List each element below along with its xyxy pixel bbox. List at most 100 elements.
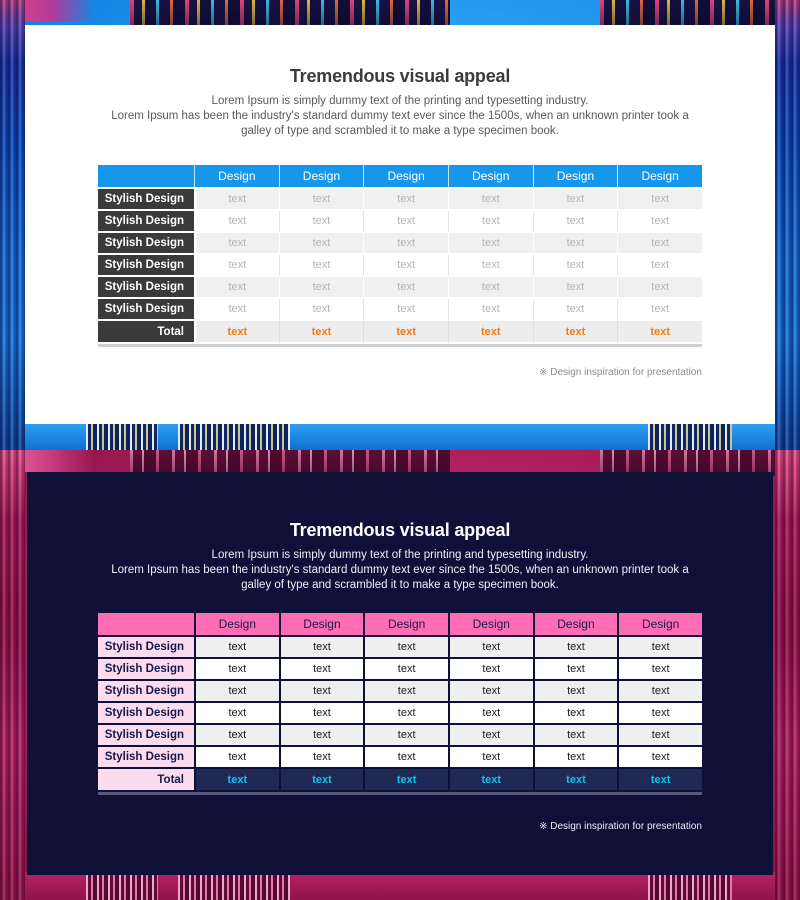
data-cell: text bbox=[447, 637, 533, 659]
data-cell: text bbox=[194, 725, 279, 747]
subtitle-line: Lorem Ipsum has been the industry's stan… bbox=[111, 110, 689, 137]
data-cell: text bbox=[363, 255, 448, 277]
data-cell: text bbox=[447, 189, 533, 211]
total-value-cell: text bbox=[194, 769, 279, 792]
total-value-cell: text bbox=[617, 321, 702, 344]
data-cell: text bbox=[194, 233, 279, 255]
photo-building-cluster bbox=[648, 870, 732, 900]
row-label-cell: Stylish Design bbox=[98, 725, 194, 747]
total-label-cell: Total bbox=[98, 769, 194, 792]
data-cell: text bbox=[363, 703, 448, 725]
data-cell: text bbox=[617, 277, 702, 299]
total-label-cell: Total bbox=[98, 321, 194, 344]
data-cell: text bbox=[278, 255, 364, 277]
photo-left-edge bbox=[0, 450, 25, 900]
column-header-cell: Design bbox=[194, 165, 279, 189]
data-cell: text bbox=[532, 725, 618, 747]
data-cell: text bbox=[278, 659, 364, 681]
column-header-cell: Design bbox=[278, 165, 364, 189]
subtitle-line: Lorem Ipsum is simply dummy text of the … bbox=[211, 549, 589, 561]
row-label-cell: Stylish Design bbox=[98, 255, 194, 277]
data-cell: text bbox=[363, 299, 448, 321]
column-header-cell: Design bbox=[278, 613, 364, 637]
data-cell: text bbox=[617, 681, 702, 703]
data-cell: text bbox=[447, 255, 533, 277]
data-cell: text bbox=[447, 681, 533, 703]
photo-building-cluster bbox=[86, 870, 158, 900]
data-cell: text bbox=[278, 637, 364, 659]
row-label-cell: Stylish Design bbox=[98, 681, 194, 703]
row-label-cell: Stylish Design bbox=[98, 703, 194, 725]
data-cell: text bbox=[447, 747, 533, 769]
data-cell: text bbox=[617, 659, 702, 681]
data-cell: text bbox=[532, 747, 618, 769]
data-cell: text bbox=[617, 747, 702, 769]
design-table: Design Design Design Design Design Design Styl… bbox=[98, 165, 702, 344]
total-row: Total text text text text text text bbox=[98, 321, 702, 344]
column-header-cell: Design bbox=[617, 165, 702, 189]
data-cell: text bbox=[194, 703, 279, 725]
photo-building-cluster bbox=[178, 420, 290, 450]
table-row: Stylish Design text text text text text text bbox=[98, 233, 702, 255]
data-cell: text bbox=[363, 211, 448, 233]
table-row: Stylish Design text text text text text text bbox=[98, 703, 702, 725]
data-cell: text bbox=[617, 725, 702, 747]
data-cell: text bbox=[363, 725, 448, 747]
data-cell: text bbox=[532, 659, 618, 681]
subtitle-line: Lorem Ipsum has been the industry's stan… bbox=[111, 564, 689, 591]
slide-table: Design Design Design Design Design Design Styl… bbox=[98, 613, 702, 792]
photo-neon-band bbox=[130, 450, 450, 476]
design-table: Design Design Design Design Design Design Styl… bbox=[98, 613, 702, 792]
slide-table: Design Design Design Design Design Design Styl… bbox=[98, 165, 702, 344]
data-cell: text bbox=[278, 277, 364, 299]
column-header-cell: Design bbox=[532, 165, 618, 189]
total-value-cell: text bbox=[447, 321, 533, 344]
slide-subtitle: Lorem Ipsum is simply dummy text of the … bbox=[100, 548, 700, 593]
photo-building-cluster bbox=[178, 870, 290, 900]
table-row: Stylish Design text text text text text text bbox=[98, 637, 702, 659]
data-cell: text bbox=[278, 747, 364, 769]
data-cell: text bbox=[532, 681, 618, 703]
data-cell: text bbox=[617, 703, 702, 725]
data-cell: text bbox=[194, 189, 279, 211]
total-value-cell: text bbox=[447, 769, 533, 792]
total-value-cell: text bbox=[194, 321, 279, 344]
photo-left-edge bbox=[0, 0, 25, 450]
data-cell: text bbox=[194, 277, 279, 299]
total-value-cell: text bbox=[532, 321, 618, 344]
data-cell: text bbox=[363, 277, 448, 299]
data-cell: text bbox=[532, 299, 618, 321]
column-header-cell: Design bbox=[617, 613, 702, 637]
data-cell: text bbox=[532, 233, 618, 255]
subtitle-line: Lorem Ipsum is simply dummy text of the … bbox=[211, 95, 589, 107]
data-cell: text bbox=[447, 725, 533, 747]
data-cell: text bbox=[532, 703, 618, 725]
column-header-cell: Design bbox=[532, 613, 618, 637]
data-cell: text bbox=[363, 637, 448, 659]
data-cell: text bbox=[278, 681, 364, 703]
data-cell: text bbox=[447, 659, 533, 681]
data-cell: text bbox=[194, 255, 279, 277]
data-cell: text bbox=[532, 189, 618, 211]
total-value-cell: text bbox=[278, 321, 364, 344]
data-cell: text bbox=[363, 659, 448, 681]
photo-right-edge bbox=[775, 450, 800, 900]
column-header-cell: Design bbox=[447, 165, 533, 189]
row-label-cell: Stylish Design bbox=[98, 637, 194, 659]
row-label-cell: Stylish Design bbox=[98, 233, 194, 255]
data-cell: text bbox=[194, 681, 279, 703]
data-cell: text bbox=[532, 211, 618, 233]
photo-neon-band bbox=[600, 450, 800, 476]
table-row: Stylish Design text text text text text text bbox=[98, 255, 702, 277]
table-row: Stylish Design text text text text text text bbox=[98, 681, 702, 703]
data-cell: text bbox=[194, 299, 279, 321]
row-label-cell: Stylish Design bbox=[98, 299, 194, 321]
photo-neon-band bbox=[130, 0, 450, 26]
data-cell: text bbox=[278, 703, 364, 725]
table-row: Stylish Design text text text text text text bbox=[98, 659, 702, 681]
total-value-cell: text bbox=[363, 321, 448, 344]
slide-title: Tremendous visual appeal bbox=[289, 520, 511, 540]
row-label-cell: Stylish Design bbox=[98, 277, 194, 299]
column-header-cell: Design bbox=[447, 613, 533, 637]
